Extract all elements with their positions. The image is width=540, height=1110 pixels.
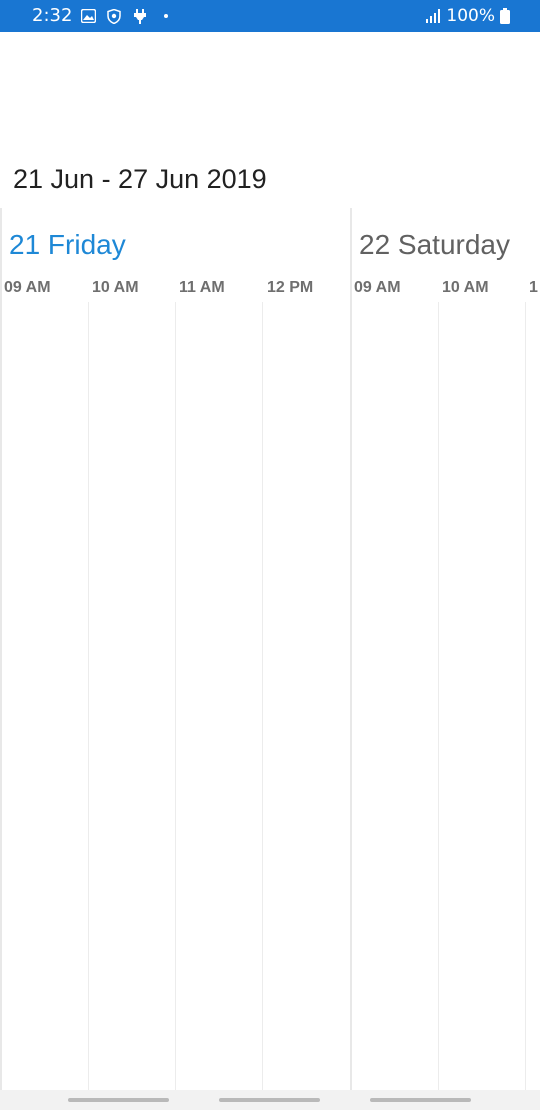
time-slot-label: 1	[529, 279, 538, 296]
day-column-saturday[interactable]: 22 Saturday 09 AM 10 AM 1	[350, 208, 540, 1091]
gallery-icon	[80, 8, 96, 24]
nav-handle[interactable]	[68, 1098, 169, 1102]
status-time: 2:32	[32, 5, 73, 26]
battery-icon	[500, 8, 510, 24]
status-bar: 2:32	[0, 0, 540, 32]
day-header-saturday[interactable]: 22 Saturday	[359, 229, 510, 260]
dot-icon	[158, 8, 174, 24]
signal-icon	[426, 9, 441, 23]
nav-handle[interactable]	[219, 1098, 320, 1102]
date-range-header[interactable]: 21 Jun - 27 Jun 2019	[13, 164, 267, 194]
day-column-friday[interactable]: 21 Friday 09 AM 10 AM 11 AM 12 PM	[0, 208, 350, 1091]
hour-divider	[438, 302, 439, 1091]
day-header-friday[interactable]: 21 Friday	[9, 229, 126, 260]
shield-icon	[106, 8, 122, 24]
time-slot-label: 09 AM	[4, 279, 51, 296]
status-notification-icons	[80, 8, 174, 24]
hour-divider	[525, 302, 526, 1091]
bottom-navigation-bar	[0, 1090, 540, 1110]
hour-divider	[175, 302, 176, 1091]
status-system-icons: 100%	[426, 5, 510, 27]
time-slot-label: 09 AM	[354, 279, 401, 296]
hour-divider	[262, 302, 263, 1091]
nav-handle[interactable]	[370, 1098, 471, 1102]
time-slot-label: 10 AM	[442, 279, 489, 296]
schedule-timeline[interactable]: 21 Friday 09 AM 10 AM 11 AM 12 PM 22 Sat…	[0, 208, 540, 1091]
hour-divider	[88, 302, 89, 1091]
time-slot-label: 10 AM	[92, 279, 139, 296]
time-slot-label: 11 AM	[179, 279, 225, 296]
battery-percent: 100%	[446, 6, 495, 26]
plug-icon	[132, 8, 148, 24]
time-slot-label: 12 PM	[267, 279, 314, 296]
